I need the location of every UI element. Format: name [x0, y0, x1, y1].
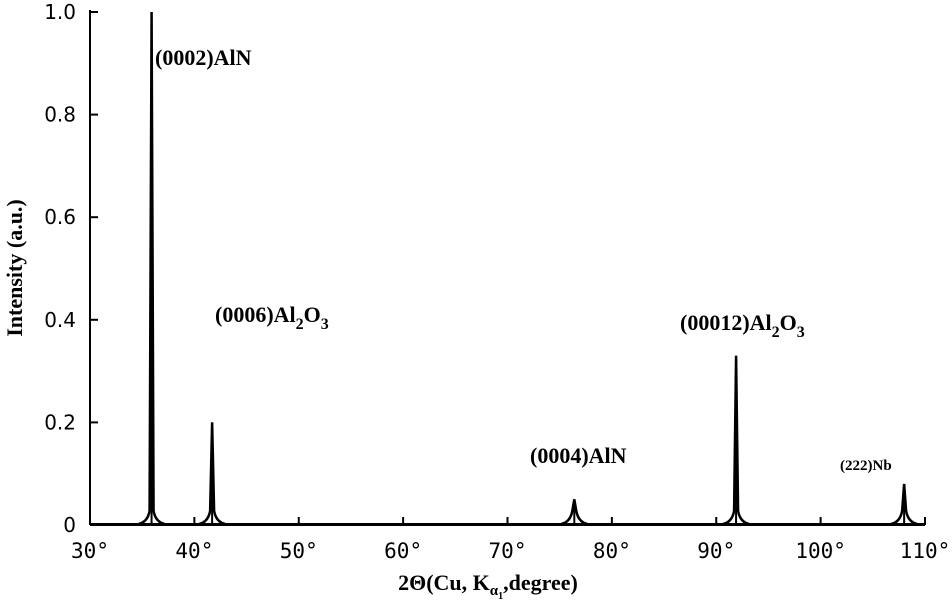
y-tick-label: 0.8: [44, 103, 76, 127]
peak-label-al2o3-0006: (0006)Al2O3: [215, 302, 329, 333]
y-tick-label: 1.0: [44, 0, 76, 24]
x-tick-label: 60°: [384, 539, 422, 563]
y-tick-label: 0.4: [44, 308, 76, 332]
y-tick-label: 0: [63, 513, 76, 537]
y-tick-label: 0.6: [44, 205, 76, 229]
x-tick-label: 90°: [697, 539, 735, 563]
y-axis-title: Intensity (a.u.): [2, 199, 27, 337]
x-tick-label: 100°: [795, 539, 846, 563]
plot-frame: [89, 10, 925, 526]
x-tick-label: 40°: [175, 539, 213, 563]
x-tick-label: 70°: [489, 539, 527, 563]
y-tick-label: 0.2: [44, 410, 76, 434]
peak-label-al2o3-00012: (00012)Al2O3: [680, 310, 805, 341]
peak-labels: (0002)AlN (0006)Al2O3 (0004)AlN (00012)A…: [155, 45, 892, 474]
x-ticks: 30° 40° 50° 60° 70° 80° 90° 100° 110°: [71, 517, 950, 563]
x-tick-label: 110°: [900, 539, 951, 563]
peak-label-nb-222: (222)Nb: [840, 458, 892, 474]
peak-label-aln-0004: (0004)AlN: [530, 443, 627, 468]
diffraction-trace: [90, 11, 925, 526]
x-axis-title: 2Θ(Cu, Kα1,degree): [398, 570, 578, 602]
x-tick-label: 30°: [71, 539, 109, 563]
peak-label-aln-0002: (0002)AlN: [155, 45, 252, 70]
x-tick-label: 80°: [593, 539, 631, 563]
y-ticks: 0 0.2 0.4 0.6 0.8 1.0: [44, 0, 98, 537]
x-tick-label: 50°: [280, 539, 318, 563]
